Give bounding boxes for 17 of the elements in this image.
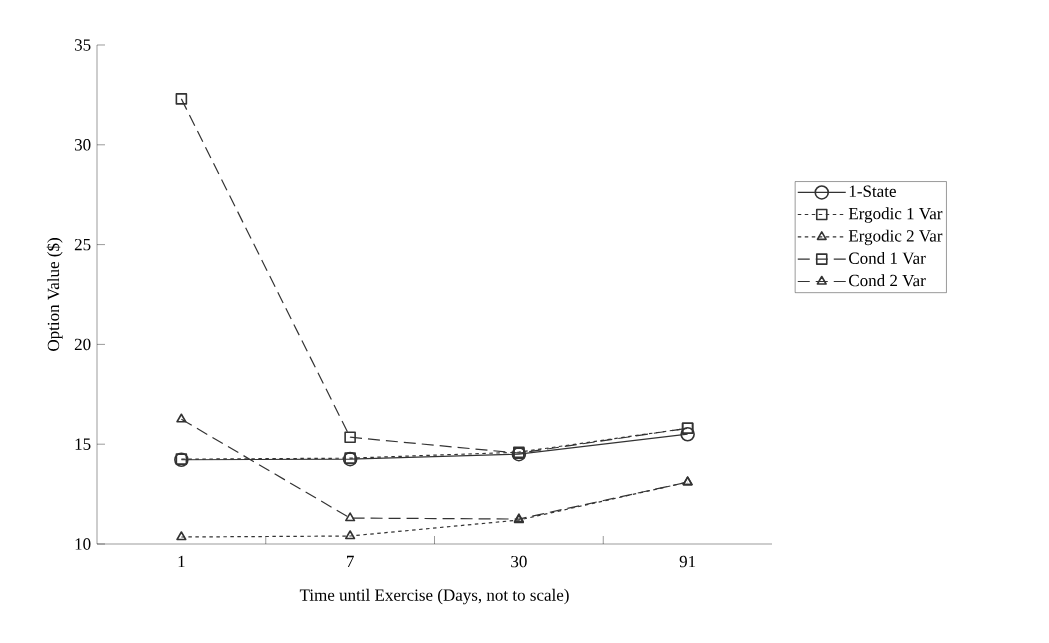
- x-tick-label: 91: [679, 555, 696, 568]
- legend-label: 1-State: [849, 185, 896, 197]
- legend-label: Cond 1 Var: [849, 252, 926, 265]
- y-tick-label: 20: [74, 338, 91, 351]
- x-tick-label: 7: [347, 555, 354, 567]
- x-axis-title: Time until Exercise (Days, not to scale): [299, 588, 569, 605]
- y-tick-label: 35: [74, 39, 91, 51]
- y-tick-label: 30: [74, 139, 91, 151]
- y-tick-label: 10: [75, 538, 91, 550]
- legend-label: Ergodic 1 Var: [848, 207, 943, 223]
- x-tick-label: 1: [178, 555, 185, 568]
- legend-label: Ergodic 2 Var: [848, 229, 943, 246]
- x-tick-label: 30: [511, 555, 527, 568]
- y-tick-label: 15: [75, 438, 91, 450]
- y-axis-title: Option Value ($): [46, 238, 63, 351]
- legend-label: Cond 2 Var: [849, 274, 926, 287]
- y-tick-label: 25: [74, 238, 91, 251]
